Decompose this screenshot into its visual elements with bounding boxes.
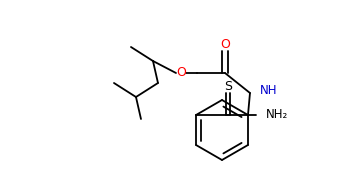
Text: O: O [176,66,186,79]
Text: O: O [220,37,230,50]
Text: NH₂: NH₂ [266,108,288,122]
Text: NH: NH [260,84,277,98]
Text: S: S [224,79,232,93]
